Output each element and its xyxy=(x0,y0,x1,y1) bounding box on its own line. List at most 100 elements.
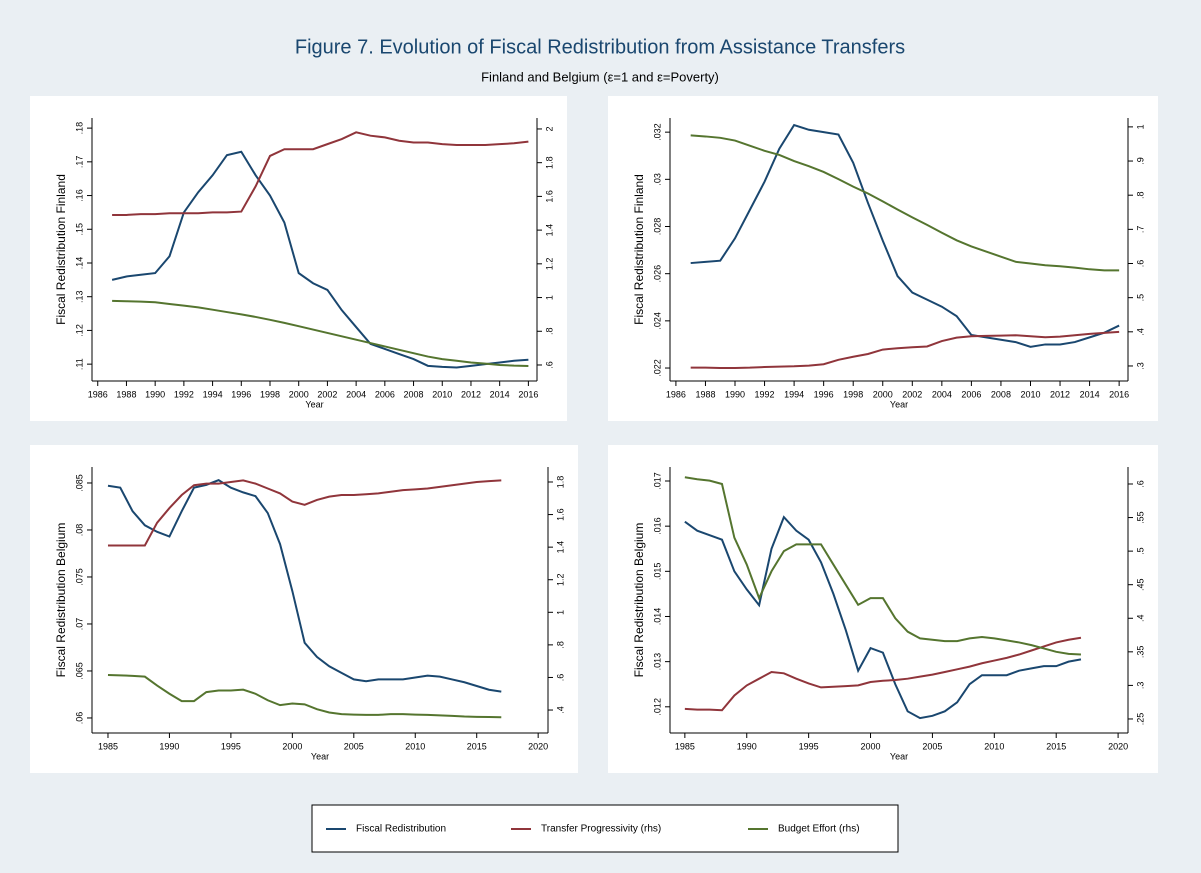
x-tick-label: 2004 xyxy=(932,389,952,399)
y-tick-label: .014 xyxy=(652,608,662,626)
x-tick-label: 2014 xyxy=(490,389,510,399)
x-tick-label: 1998 xyxy=(843,389,863,399)
legend-box xyxy=(311,804,899,853)
y-axis-title: Fiscal Redistribution Finland xyxy=(54,174,68,325)
x-axis-title: Year xyxy=(305,399,323,409)
x-tick-label: 1996 xyxy=(231,389,251,399)
y-tick-label: .18 xyxy=(74,122,84,135)
y-tick-label: .06 xyxy=(74,712,84,725)
x-tick-label: 2008 xyxy=(991,389,1011,399)
legend: Fiscal Redistribution Transfer Progressiv… xyxy=(311,804,899,853)
plot-background xyxy=(608,445,1158,773)
y2-tick-label: .6 xyxy=(544,361,554,369)
x-tick-label: 2015 xyxy=(467,741,487,751)
series-line xyxy=(684,636,1082,712)
legend-label: Fiscal Redistribution xyxy=(356,824,446,835)
y-tick-label: .07 xyxy=(74,618,84,631)
y2-tick-label: .6 xyxy=(1135,260,1145,268)
y-tick-label: .026 xyxy=(652,265,662,283)
x-tick-label: 2005 xyxy=(922,741,942,751)
legend-label: Budget Effort (rhs) xyxy=(778,824,860,835)
y2-tick-label: 1.6 xyxy=(544,190,554,203)
y-tick-label: .11 xyxy=(74,358,84,370)
y2-tick-label: .25 xyxy=(1135,713,1145,726)
x-tick-label: 2010 xyxy=(984,741,1004,751)
y-tick-label: .17 xyxy=(74,156,84,169)
x-tick-label: 1992 xyxy=(755,389,775,399)
x-axis-title: Year xyxy=(311,751,329,761)
y2-tick-label: .6 xyxy=(555,674,565,682)
y2-tick-label: .55 xyxy=(1135,511,1145,524)
x-tick-label: 1995 xyxy=(799,741,819,751)
plot-background xyxy=(30,445,578,773)
x-tick-label: 1995 xyxy=(221,741,241,751)
x-tick-label: 1990 xyxy=(737,741,757,751)
x-tick-label: 2010 xyxy=(405,741,425,751)
y-tick-label: .065 xyxy=(74,662,84,680)
y-axis-title: Fiscal Redistribution Belgium xyxy=(632,523,646,678)
x-tick-label: 2010 xyxy=(1020,389,1040,399)
y2-tick-label: .4 xyxy=(1135,615,1145,623)
x-tick-label: 2014 xyxy=(1080,389,1100,399)
y-tick-label: .08 xyxy=(74,524,84,537)
y-tick-label: .075 xyxy=(74,568,84,586)
y2-tick-label: 1.4 xyxy=(544,224,554,237)
y-tick-label: .024 xyxy=(652,312,662,330)
x-tick-label: 2012 xyxy=(461,389,481,399)
y-tick-label: .016 xyxy=(652,517,662,535)
y-tick-label: .012 xyxy=(652,698,662,716)
y2-tick-label: .9 xyxy=(1135,157,1145,165)
series-line xyxy=(107,479,502,547)
series-line xyxy=(112,299,529,367)
x-axis-title: Year xyxy=(890,399,908,409)
x-tick-label: 2008 xyxy=(404,389,424,399)
x-tick-label: 1986 xyxy=(666,389,686,399)
y2-tick-label: .5 xyxy=(1135,294,1145,302)
x-tick-label: 2020 xyxy=(528,741,548,751)
x-tick-label: 1998 xyxy=(260,389,280,399)
y-tick-label: .028 xyxy=(652,218,662,236)
y2-tick-label: .4 xyxy=(555,706,565,714)
y-tick-label: .085 xyxy=(74,474,84,492)
y2-tick-label: .6 xyxy=(1135,480,1145,488)
series-line xyxy=(684,476,1082,656)
figure-subtitle: Finland and Belgium (ε=1 and ε=Poverty) xyxy=(481,69,719,84)
x-tick-label: 2004 xyxy=(346,389,366,399)
series-line xyxy=(684,515,1082,720)
x-tick-label: 1994 xyxy=(784,389,804,399)
x-tick-label: 1990 xyxy=(725,389,745,399)
y-tick-label: .12 xyxy=(74,324,84,337)
x-tick-label: 1988 xyxy=(695,389,715,399)
y2-tick-label: .4 xyxy=(1135,328,1145,336)
x-tick-label: 2016 xyxy=(518,389,538,399)
series-line xyxy=(111,150,529,369)
x-tick-label: 2010 xyxy=(432,389,452,399)
y2-tick-label: 1 xyxy=(555,610,565,615)
x-tick-label: 1985 xyxy=(675,741,695,751)
y2-tick-label: .8 xyxy=(544,328,554,336)
x-tick-label: 1990 xyxy=(145,389,165,399)
x-tick-label: 1988 xyxy=(116,389,136,399)
series-line xyxy=(112,131,529,216)
y-tick-label: .15 xyxy=(74,223,84,236)
series-line xyxy=(690,123,1120,348)
plot-background xyxy=(608,96,1158,421)
figure-title: Figure 7. Evolution of Fiscal Redistribu… xyxy=(295,36,905,58)
x-tick-label: 1996 xyxy=(814,389,834,399)
y-tick-label: .16 xyxy=(74,189,84,202)
y-tick-label: .03 xyxy=(652,173,662,186)
y2-tick-label: .8 xyxy=(1135,191,1145,199)
y-tick-label: .013 xyxy=(652,653,662,671)
y-axis-title: Fiscal Redistribution Finland xyxy=(632,174,646,325)
y2-tick-label: 1.4 xyxy=(555,541,565,554)
y-tick-label: .14 xyxy=(74,257,84,270)
y2-tick-label: .8 xyxy=(555,641,565,649)
x-tick-label: 1990 xyxy=(159,741,179,751)
y2-tick-label: .3 xyxy=(1135,682,1145,690)
x-tick-label: 2005 xyxy=(344,741,364,751)
y-tick-label: .017 xyxy=(652,472,662,490)
x-tick-label: 1994 xyxy=(203,389,223,399)
x-tick-label: 2020 xyxy=(1108,741,1128,751)
x-tick-label: 2000 xyxy=(861,741,881,751)
x-tick-label: 2000 xyxy=(282,741,302,751)
